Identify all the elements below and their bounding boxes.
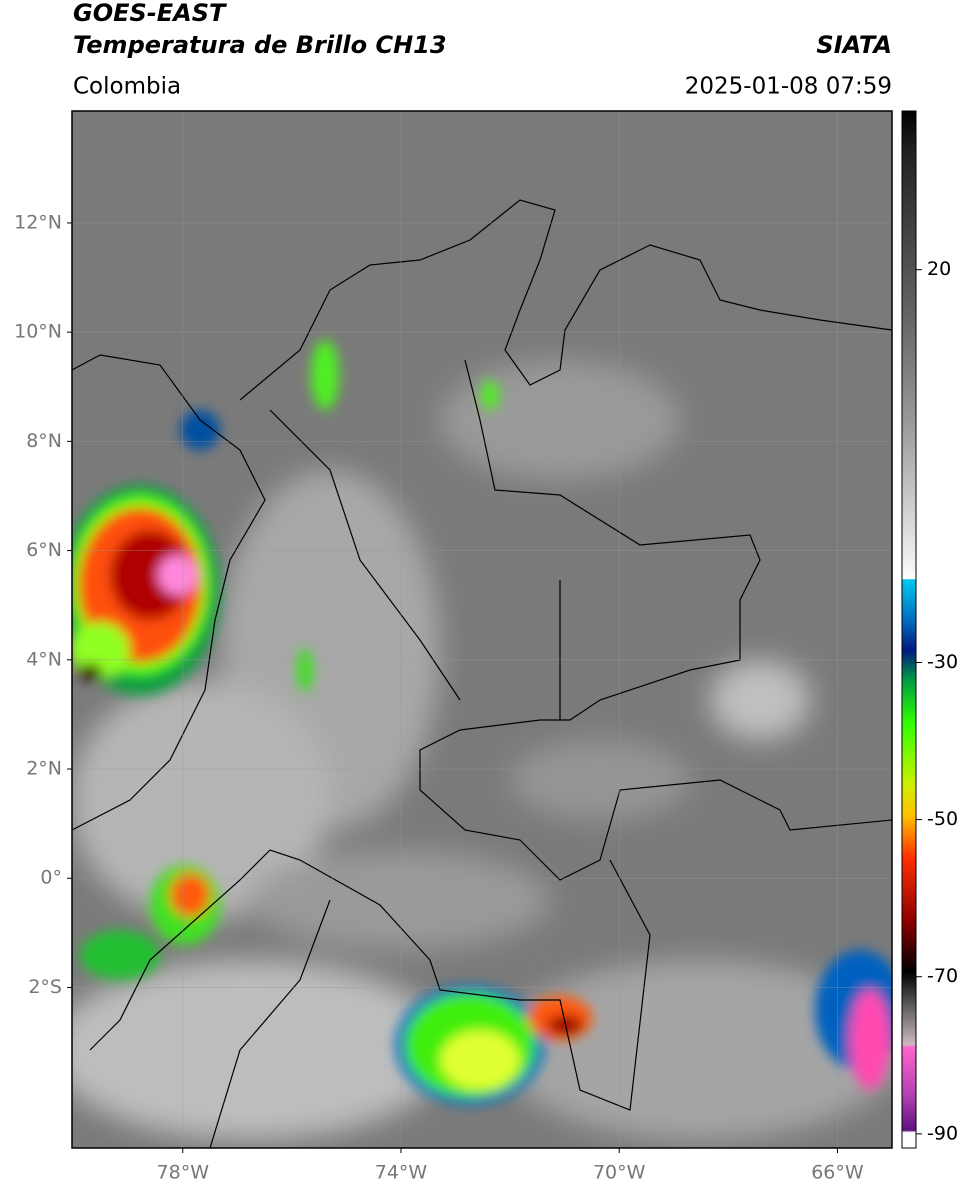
source: SIATA [816, 31, 892, 59]
x-tick-label: 74°W [375, 1162, 428, 1184]
colorbar-tick-label: -50 [927, 808, 958, 830]
subtitle: Temperatura de Brillo CH13 [73, 31, 447, 59]
y-tick-label: 2°S [28, 976, 62, 998]
x-tick-label: 70°W [593, 1162, 646, 1184]
y-tick-label: 8°N [26, 430, 62, 452]
x-tick-label: 66°W [811, 1162, 864, 1184]
datetime: 2025-01-08 07:59 [685, 74, 892, 100]
y-tick-label: 12°N [14, 211, 62, 233]
y-tick-label: 6°N [26, 539, 62, 561]
y-tick-label: 10°N [14, 321, 62, 343]
colorbar-tick-label: -30 [927, 651, 958, 673]
colorbar-tick-label: -70 [927, 965, 958, 987]
map-frame [71, 110, 893, 1149]
colorbar [901, 110, 917, 1149]
title: GOES-EAST [73, 0, 227, 27]
map-imagery [72, 111, 892, 1148]
x-tick-label: 78°W [157, 1162, 210, 1184]
y-tick-label: 0° [40, 867, 62, 889]
y-tick-label: 4°N [26, 648, 62, 670]
colorbar-tick-label: 20 [927, 258, 951, 280]
colorbar-tick-label: -90 [927, 1122, 958, 1144]
y-tick-label: 2°N [26, 758, 62, 780]
region: Colombia [73, 74, 181, 100]
